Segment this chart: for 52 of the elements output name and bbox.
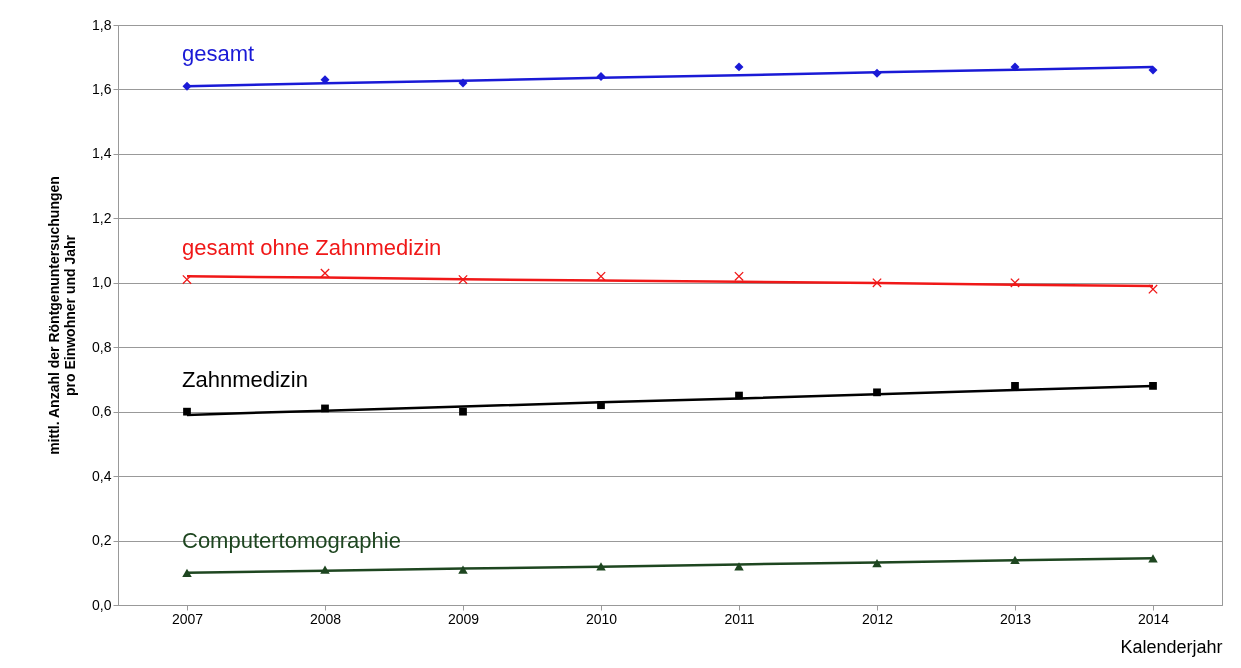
x-tick-label: 2012: [861, 610, 894, 627]
point: [734, 62, 744, 72]
point: [458, 274, 468, 285]
series-label: Zahnmedizin: [182, 366, 308, 392]
y-tick-label: 0,2: [92, 532, 112, 549]
point: [458, 78, 468, 88]
y-tick-label: 0,0: [92, 596, 112, 613]
point: [458, 565, 468, 574]
x-axis-title: Kalenderjahr: [1120, 636, 1223, 657]
point: [321, 404, 329, 413]
x-tick-label: 2013: [999, 610, 1032, 627]
point: [1148, 284, 1158, 295]
point: [872, 277, 882, 288]
point: [1010, 277, 1020, 288]
point: [1149, 382, 1157, 390]
y-tick-label: 1,6: [92, 80, 112, 97]
point: [734, 271, 744, 282]
y-tick-label: 0,6: [92, 403, 112, 420]
series-label: Computertomographie: [182, 527, 401, 553]
point: [183, 407, 191, 416]
point: [872, 68, 882, 78]
y-tick-label: 1,4: [92, 145, 112, 162]
point: [320, 565, 330, 574]
point: [1148, 65, 1158, 75]
x-tick-label: 2007: [171, 610, 204, 627]
x-tick-label: 2008: [309, 610, 342, 627]
x-tick-label: 2011: [724, 610, 755, 627]
point: [872, 559, 882, 568]
point: [1148, 554, 1158, 563]
point: [597, 401, 605, 410]
y-axis-title: mittl. Anzahl der Röntgenuntersuchungen pro Einwohner und Jahr: [46, 176, 79, 455]
point: [182, 274, 192, 285]
point: [873, 388, 881, 397]
point: [182, 81, 192, 91]
point: [596, 72, 606, 82]
y-tick-label: 0,4: [92, 467, 112, 484]
point: [320, 268, 330, 278]
y-tick-label: 1,2: [92, 209, 112, 226]
series-label: gesamt: [182, 41, 255, 67]
point: [735, 391, 743, 400]
y-tick-label: 1,8: [92, 16, 112, 33]
x-tick-label: 2009: [447, 610, 480, 627]
point: [182, 568, 192, 577]
y-tick-label: 0,8: [92, 338, 112, 355]
point: [1010, 62, 1020, 72]
x-tick-label: 2014: [1137, 610, 1170, 627]
point: [459, 407, 467, 416]
point: [1010, 555, 1020, 564]
point: [1011, 382, 1019, 390]
y-tick-label: 1,0: [92, 274, 112, 291]
x-tick-label: 2010: [585, 610, 618, 627]
series-label: gesamt ohne Zahnmedizin: [182, 234, 442, 260]
